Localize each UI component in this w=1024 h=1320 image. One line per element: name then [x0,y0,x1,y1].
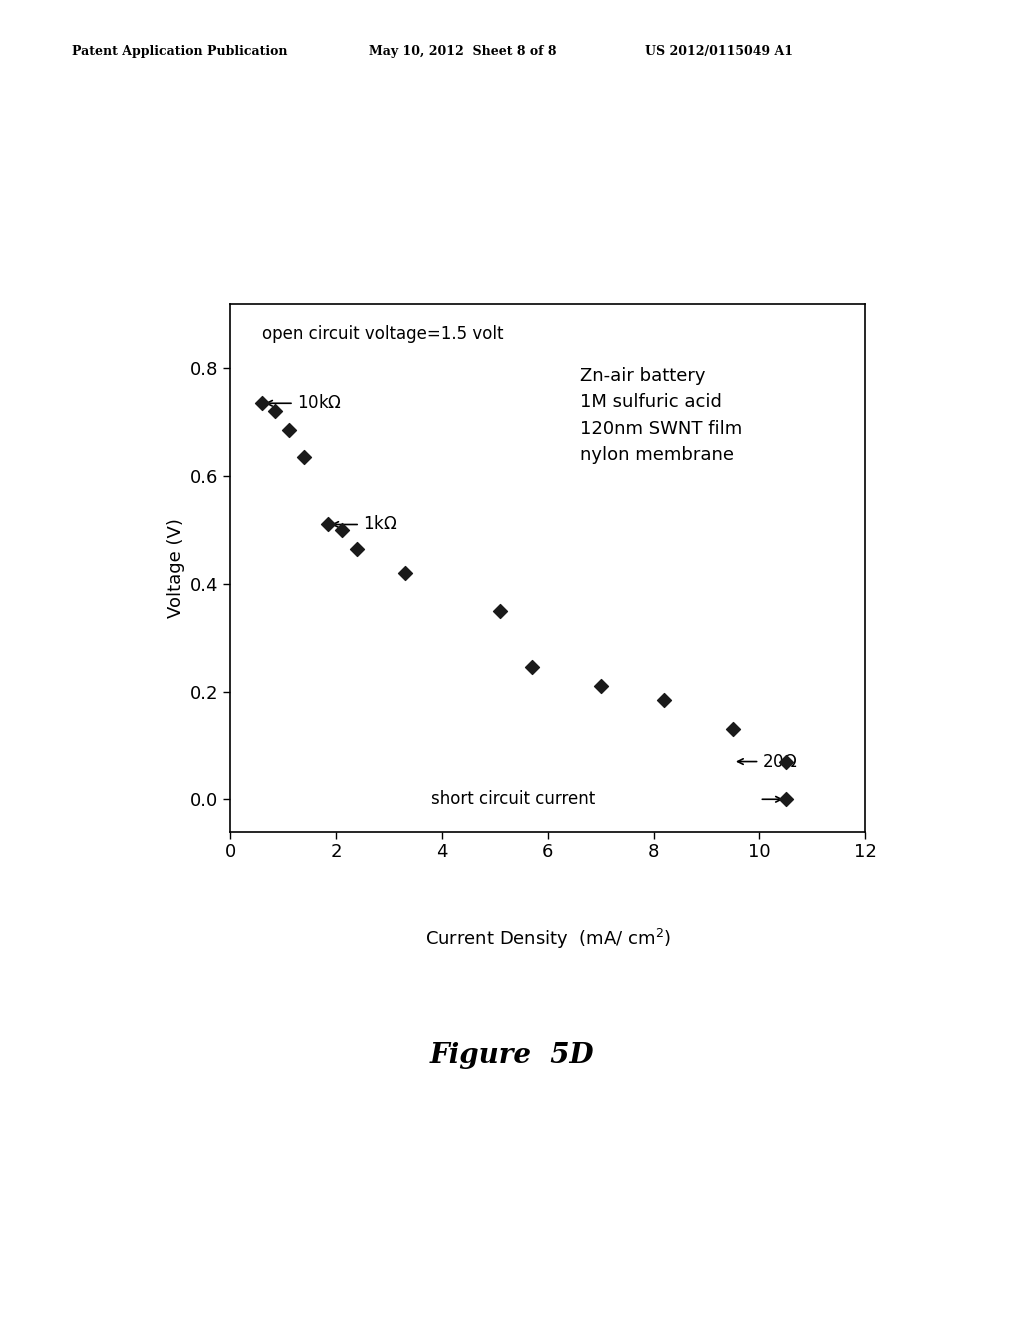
Point [254,393,270,414]
Text: 1k$\Omega$: 1k$\Omega$ [362,516,397,533]
Text: Figure  5D: Figure 5D [430,1041,594,1069]
Point [492,601,508,622]
Point [778,789,795,810]
Text: short circuit current: short circuit current [431,791,596,808]
Point [321,513,337,535]
Point [725,718,741,739]
Point [523,657,541,678]
Point [593,676,609,697]
Text: May 10, 2012  Sheet 8 of 8: May 10, 2012 Sheet 8 of 8 [369,45,556,58]
Point [396,562,413,583]
Point [349,539,366,560]
Text: US 2012/0115049 A1: US 2012/0115049 A1 [645,45,794,58]
Point [334,519,350,540]
Text: Current Density  (mA/ cm$^2$): Current Density (mA/ cm$^2$) [425,927,671,950]
Text: open circuit voltage=1.5 volt: open circuit voltage=1.5 volt [262,325,504,343]
Text: 10k$\Omega$: 10k$\Omega$ [297,395,341,412]
Point [656,689,673,710]
Text: Patent Application Publication: Patent Application Publication [72,45,287,58]
Text: 20$\Omega$: 20$\Omega$ [762,752,798,771]
Point [778,751,795,772]
Point [281,420,297,441]
Text: Zn-air battery
1M sulfuric acid
120nm SWNT film
nylon membrane: Zn-air battery 1M sulfuric acid 120nm SW… [580,367,741,465]
Point [267,401,284,422]
Y-axis label: Voltage (V): Voltage (V) [167,517,184,618]
Point [296,446,312,467]
